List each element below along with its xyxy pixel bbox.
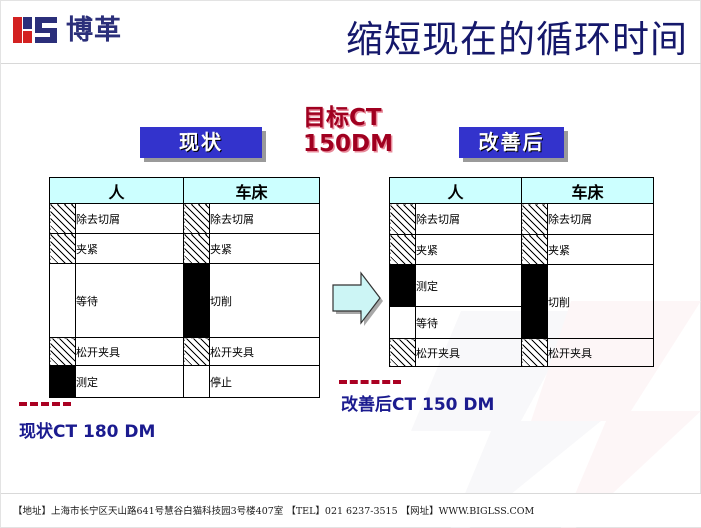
label-machine-3: 切削: [209, 263, 320, 338]
label-person-4: 等待: [415, 306, 522, 339]
badge-current-state: 现状: [140, 127, 262, 158]
table-row: 等待 切削: [49, 263, 320, 338]
biglss-logo-icon: [13, 17, 57, 43]
table-row: 等待: [389, 306, 654, 339]
chart-after-header-row: 人 车床: [389, 177, 654, 204]
label-machine-1: 除去切屑: [209, 203, 320, 234]
slide-footer: 【地址】上海市长宁区天山路641号慧谷白猫科技园3号楼407室 【TEL】021…: [1, 493, 701, 527]
label-person-5: 测定: [75, 365, 184, 398]
table-row: 除去切屑 除去切屑: [49, 203, 320, 234]
bar-person-2: [49, 233, 76, 264]
bar-person-5: [389, 338, 416, 367]
table-row: 测定 切削: [389, 264, 654, 339]
label-machine-4: 松开夹具: [547, 338, 654, 367]
label-person-3: 等待: [75, 263, 184, 338]
slide-header: 博革 缩短现在的循环时间: [1, 1, 701, 64]
right-arrow-icon: [332, 271, 383, 326]
bar-machine-1: [183, 203, 210, 234]
label-person-1: 除去切屑: [75, 203, 184, 234]
label-person-3: 测定: [415, 264, 522, 307]
label-machine-5: 停止: [209, 365, 320, 398]
bar-machine-5: [183, 365, 210, 398]
company-logo: 博革: [13, 15, 122, 45]
bar-person-4: [49, 337, 76, 366]
page-title: 缩短现在的循环时间: [346, 18, 688, 61]
table-row: 松开夹具 松开夹具: [49, 337, 320, 366]
bar-person-1: [49, 203, 76, 234]
ct-label-after: 改善后CT 150 DM: [341, 395, 495, 415]
table-row: 松开夹具 松开夹具: [389, 338, 654, 367]
label-person-2: 夹紧: [415, 234, 522, 265]
bar-machine-4: [521, 338, 548, 367]
column-header-machine: 车床: [183, 177, 320, 204]
bar-person-2: [389, 234, 416, 265]
label-person-2: 夹紧: [75, 233, 184, 264]
bar-person-5: [49, 365, 76, 398]
logo-wordmark: 博革: [66, 14, 122, 46]
bar-machine-2: [183, 233, 210, 264]
column-header-person: 人: [49, 177, 184, 204]
target-ct-callout: 目标CT 150DM: [303, 105, 393, 157]
table-row: 夹紧 夹紧: [389, 234, 654, 265]
bar-machine-3: [183, 263, 210, 338]
ct-line-after: [339, 380, 401, 384]
table-row: 夹紧 夹紧: [49, 233, 320, 264]
label-machine-4: 松开夹具: [209, 337, 320, 366]
label-machine-3: 切削: [547, 264, 654, 339]
label-machine-1: 除去切屑: [547, 203, 654, 235]
target-ct-line2: 150DM: [303, 131, 393, 157]
table-row: 除去切屑 除去切屑: [389, 203, 654, 235]
column-header-machine: 车床: [521, 177, 654, 204]
column-header-person: 人: [389, 177, 522, 204]
label-machine-2: 夹紧: [209, 233, 320, 264]
bar-machine-4: [183, 337, 210, 366]
chart-after: 人 车床 除去切屑 除去切屑 夹紧 夹紧: [389, 177, 654, 367]
badge-after-state: 改善后: [459, 127, 564, 158]
label-machine-2: 夹紧: [547, 234, 654, 265]
bar-machine-2: [521, 234, 548, 265]
chart-before: 人 车床 除去切屑 除去切屑 夹紧 夹紧: [49, 177, 320, 398]
footer-contact-text: 【地址】上海市长宁区天山路641号慧谷白猫科技园3号楼407室 【TEL】021…: [13, 506, 535, 517]
target-ct-line1: 目标CT: [303, 105, 382, 131]
ct-label-before: 现状CT 180 DM: [19, 422, 156, 442]
bar-person-3: [49, 263, 76, 338]
bar-machine-3: [521, 264, 548, 339]
chart-before-table: 人 车床 除去切屑 除去切屑 夹紧 夹紧: [49, 177, 320, 398]
table-row: 测定 停止: [49, 365, 320, 398]
label-person-5: 松开夹具: [415, 338, 522, 367]
chart-after-table: 人 车床 除去切屑 除去切屑 夹紧 夹紧: [389, 177, 654, 367]
label-person-1: 除去切屑: [415, 203, 522, 235]
chart-before-header-row: 人 车床: [49, 177, 320, 204]
label-person-4: 松开夹具: [75, 337, 184, 366]
bar-machine-1: [521, 203, 548, 235]
bar-person-4: [389, 306, 416, 339]
bar-person-3: [389, 264, 416, 307]
ct-line-before: [19, 402, 71, 406]
bar-person-1: [389, 203, 416, 235]
